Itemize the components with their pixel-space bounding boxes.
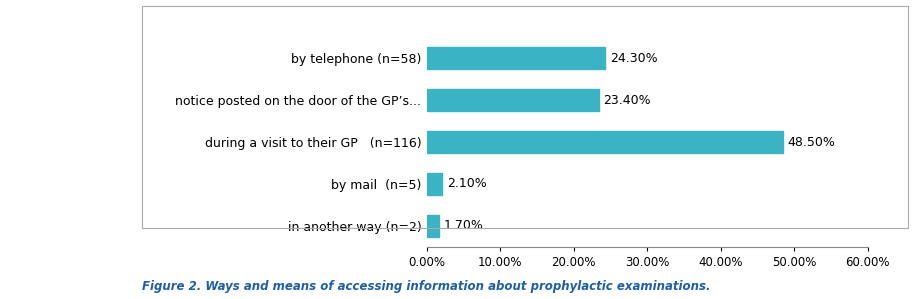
Bar <box>427 48 605 69</box>
Text: 24.30%: 24.30% <box>610 52 657 65</box>
Bar <box>427 131 783 153</box>
Text: 1.70%: 1.70% <box>443 219 484 232</box>
Bar <box>427 173 442 195</box>
Text: Figure 2. Ways and means of accessing information about prophylactic examination: Figure 2. Ways and means of accessing in… <box>142 280 711 293</box>
Text: 48.50%: 48.50% <box>788 135 835 149</box>
Text: 23.40%: 23.40% <box>603 94 651 107</box>
Bar <box>427 89 599 111</box>
Bar <box>427 215 440 237</box>
Text: 2.10%: 2.10% <box>447 177 487 190</box>
